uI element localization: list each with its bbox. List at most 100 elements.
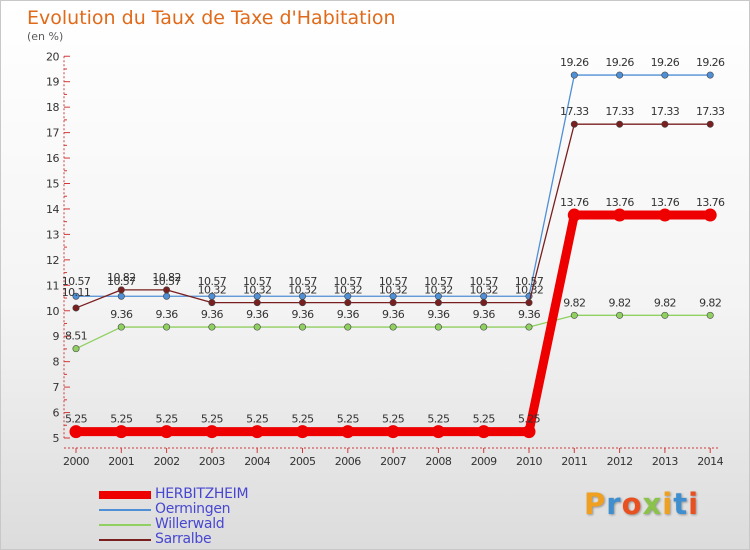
- data-point: [298, 323, 306, 331]
- data-point: [480, 323, 488, 331]
- data-label: 9.36: [156, 308, 179, 321]
- data-point: [522, 425, 536, 439]
- y-tick-label: 18: [46, 101, 59, 114]
- logo-letter: r: [606, 487, 622, 521]
- data-point: [72, 292, 80, 300]
- data-point: [163, 323, 171, 331]
- x-tick-label: 2014: [697, 455, 723, 468]
- data-point: [658, 208, 672, 222]
- data-label: 10.32: [424, 284, 453, 297]
- data-label: 19.26: [560, 56, 589, 69]
- legend-label: Oermingen: [155, 501, 231, 517]
- logo-letter: i: [688, 487, 700, 521]
- data-label: 9.36: [246, 308, 269, 321]
- data-point: [431, 425, 445, 439]
- legend-swatch: [99, 523, 151, 526]
- data-point: [477, 425, 491, 439]
- data-label: 9.36: [473, 308, 496, 321]
- data-label: 10.32: [334, 284, 363, 297]
- data-label: 10.32: [469, 284, 498, 297]
- data-point: [386, 425, 400, 439]
- data-point: [706, 120, 714, 128]
- data-label: 10.32: [515, 284, 544, 297]
- data-label: 9.36: [337, 308, 360, 321]
- data-point: [661, 311, 669, 319]
- data-label: 5.25: [473, 413, 496, 426]
- data-label: 17.33: [651, 105, 680, 118]
- legend-label: HERBITZHEIM: [155, 486, 249, 502]
- data-point: [570, 71, 578, 79]
- y-tick-label: 7: [53, 381, 60, 394]
- value-labels: 5.25 5.25 5.25 5.25 5.25 5.25 5.25 5.25 5.25 5.25…: [62, 56, 726, 426]
- y-tick-label: 13: [46, 228, 59, 241]
- data-label: 19.26: [696, 56, 725, 69]
- data-label: 10.32: [379, 284, 408, 297]
- data-label: 17.33: [560, 105, 589, 118]
- data-label: 10.57: [243, 275, 272, 288]
- legend-item-sarralbe: Sarralbe: [99, 532, 248, 547]
- data-label: 10.82: [152, 271, 181, 284]
- data-point: [344, 299, 352, 307]
- x-tick-label: 2004: [244, 455, 270, 468]
- data-label: 9.82: [609, 296, 631, 309]
- data-label: 5.25: [291, 413, 314, 426]
- data-label: 9.36: [291, 308, 314, 321]
- data-label: 9.36: [110, 308, 133, 321]
- data-label: 9.36: [518, 308, 541, 321]
- data-point: [298, 299, 306, 307]
- data-point: [525, 299, 533, 307]
- x-tick-label: 2006: [335, 455, 361, 468]
- data-label: 5.25: [337, 413, 360, 426]
- data-label: 5.25: [246, 413, 269, 426]
- data-point: [72, 345, 80, 353]
- data-point: [480, 299, 488, 307]
- x-tick-label: 2007: [380, 455, 406, 468]
- series-group: [69, 71, 717, 439]
- data-point: [570, 311, 578, 319]
- data-point: [706, 311, 714, 319]
- data-point: [706, 71, 714, 79]
- x-tick-label: 2010: [516, 455, 542, 468]
- y-tick-label: 17: [46, 127, 59, 140]
- data-point: [434, 323, 442, 331]
- y-tick-label: 9: [53, 330, 60, 343]
- x-tick-label: 2011: [561, 455, 587, 468]
- data-point: [389, 299, 397, 307]
- data-point: [616, 311, 624, 319]
- data-label: 17.33: [605, 105, 634, 118]
- data-point: [208, 323, 216, 331]
- data-point: [616, 120, 624, 128]
- data-label: 5.25: [156, 413, 179, 426]
- chart-title: Evolution du Taux de Taxe d'Habitation: [27, 7, 396, 29]
- y-tick-label: 8: [53, 356, 60, 369]
- data-label: 9.82: [563, 296, 585, 309]
- data-label: 13.76: [605, 196, 634, 209]
- data-label: 10.57: [334, 275, 363, 288]
- x-tick-label: 2000: [63, 455, 89, 468]
- series-line-herbitzheim: [71, 210, 715, 437]
- x-tick-label: 2005: [290, 455, 316, 468]
- legend-swatch: [99, 538, 151, 541]
- y-tick-label: 5: [53, 432, 60, 445]
- data-label: 19.26: [605, 56, 634, 69]
- y-tick-label: 10: [46, 305, 59, 318]
- legend-label: Willerwald: [155, 516, 225, 532]
- data-point: [567, 208, 581, 222]
- data-label: 10.57: [288, 275, 317, 288]
- data-point: [205, 425, 219, 439]
- data-label: 13.76: [560, 196, 589, 209]
- x-tick-label: 2009: [471, 455, 497, 468]
- data-point: [69, 425, 83, 439]
- data-point: [117, 292, 125, 300]
- y-tick-label: 20: [46, 50, 59, 63]
- data-label: 10.57: [198, 275, 227, 288]
- data-point: [163, 292, 171, 300]
- data-label: 5.25: [201, 413, 224, 426]
- data-label: 10.57: [62, 275, 91, 288]
- y-tick-label: 11: [46, 279, 59, 292]
- data-label: 10.57: [152, 275, 181, 288]
- logo-letter: t: [673, 487, 689, 521]
- data-label: 19.26: [651, 56, 680, 69]
- y-tick-label: 14: [46, 203, 59, 216]
